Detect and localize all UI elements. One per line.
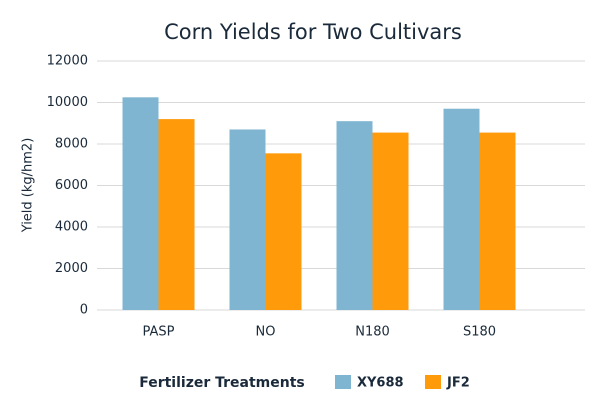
y-axis-label: Yield (kg/hm2) — [21, 138, 36, 234]
bar — [265, 153, 302, 310]
x-tick-label: NO — [256, 325, 276, 340]
bar — [443, 108, 480, 310]
chart-title: Corn Yields for Two Cultivars — [164, 20, 462, 44]
y-tick-label: 12000 — [47, 54, 88, 69]
bar — [122, 97, 159, 310]
legend-label: XY688 — [357, 376, 404, 391]
bar — [336, 121, 373, 310]
y-tick-label: 8000 — [55, 137, 88, 152]
x-tick-label: N180 — [355, 325, 390, 340]
legend-label: JF2 — [446, 376, 470, 391]
legend-swatch — [335, 375, 351, 389]
bar — [479, 132, 516, 310]
y-tick-label: 10000 — [47, 95, 88, 110]
bar — [372, 132, 409, 310]
legend-swatch — [425, 375, 441, 389]
x-axis-label: Fertilizer Treatments — [139, 375, 305, 391]
y-tick-label: 6000 — [55, 178, 88, 193]
bar — [158, 119, 195, 310]
y-tick-label: 4000 — [55, 220, 88, 235]
bar — [229, 129, 266, 310]
x-tick-label: S180 — [463, 325, 496, 340]
y-tick-label: 2000 — [55, 261, 88, 276]
x-tick-label: PASP — [143, 325, 175, 340]
y-tick-label: 0 — [80, 303, 88, 318]
